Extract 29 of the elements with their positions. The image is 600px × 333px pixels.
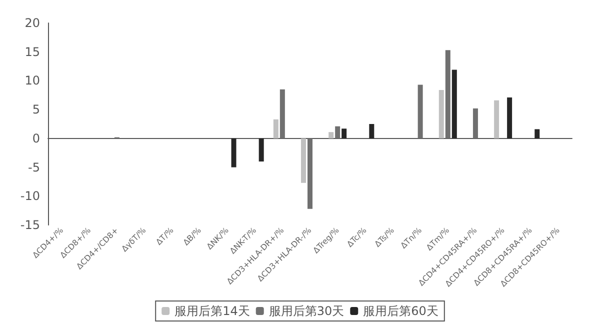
y-tick-label: 5	[32, 102, 40, 117]
bar	[342, 128, 347, 138]
bar	[472, 108, 478, 138]
y-tick-label: 10	[24, 74, 40, 88]
bar	[438, 90, 444, 138]
bar	[452, 70, 457, 138]
bar	[231, 138, 236, 168]
bar	[418, 84, 423, 138]
y-tick-label: -10	[20, 189, 40, 204]
bar	[369, 124, 374, 138]
legend-label: 服用后第60天	[363, 304, 438, 318]
y-tick-label: 15	[24, 44, 40, 59]
bar	[308, 138, 312, 209]
bar	[280, 89, 285, 138]
bar	[534, 129, 540, 138]
y-tick-label: 0	[32, 131, 40, 146]
bar	[328, 132, 334, 138]
y-tick-label: 20	[24, 16, 40, 30]
y-tick-label: -5	[28, 160, 40, 174]
bar	[301, 138, 306, 183]
bar	[335, 126, 340, 138]
legend-label: 服用后第30天	[268, 304, 344, 318]
bar	[273, 119, 278, 138]
legend-label: 服用后第14天	[174, 304, 250, 318]
bar	[507, 97, 512, 138]
bar	[445, 50, 450, 138]
bar	[494, 100, 500, 138]
bar	[258, 138, 264, 162]
y-tick-label: -15	[20, 218, 40, 232]
